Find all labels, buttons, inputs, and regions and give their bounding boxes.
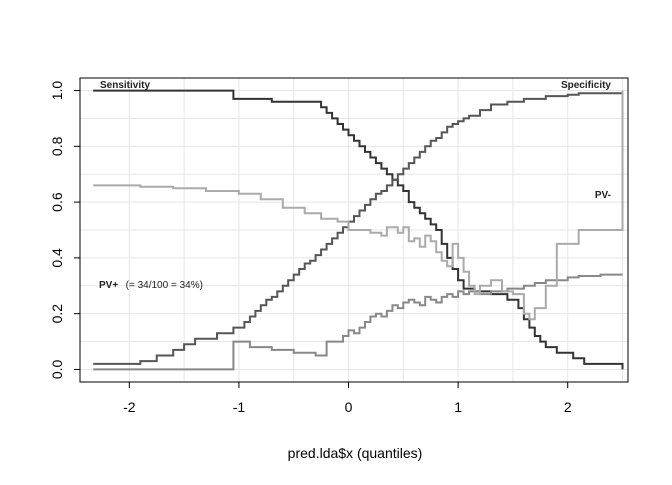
x-tick-label: -1: [233, 399, 246, 415]
y-axis: 0.0 0.2 0.4 0.6 0.8 1.0: [49, 81, 80, 380]
pv-plus-label: PV+ (= 34/100 = 34%): [99, 275, 203, 292]
pv-plus-label-rest: (= 34/100 = 34%): [126, 280, 203, 291]
series-line-3: [93, 273, 623, 371]
x-tick-label: 0: [345, 399, 353, 415]
pv-plus-label-bold: PV+: [99, 280, 118, 291]
x-tick-label: 2: [564, 399, 572, 415]
x-axis: -2 -1 0 1 2: [123, 382, 572, 415]
pv-minus-label: PV-: [595, 190, 611, 201]
x-axis-title: pred.lda$x (quantiles): [288, 445, 423, 461]
y-tick-label: 0.6: [49, 192, 65, 212]
y-tick-label: 0.2: [49, 304, 65, 324]
y-tick-label: 0.8: [49, 136, 65, 156]
series-line-1: [93, 89, 624, 370]
y-tick-label: 1.0: [49, 81, 65, 101]
series-line-4: [93, 90, 624, 321]
sensitivity-label: Sensitivity: [100, 80, 150, 91]
plot-frame: [79, 77, 629, 383]
x-tick-label: 1: [454, 399, 462, 415]
y-tick-label: 0.4: [49, 248, 65, 268]
series-line-2: [93, 92, 623, 365]
y-tick-label: 0.0: [49, 360, 65, 380]
specificity-label: Specificity: [561, 80, 611, 91]
x-tick-label: -2: [123, 399, 136, 415]
series-layer: [93, 89, 624, 371]
